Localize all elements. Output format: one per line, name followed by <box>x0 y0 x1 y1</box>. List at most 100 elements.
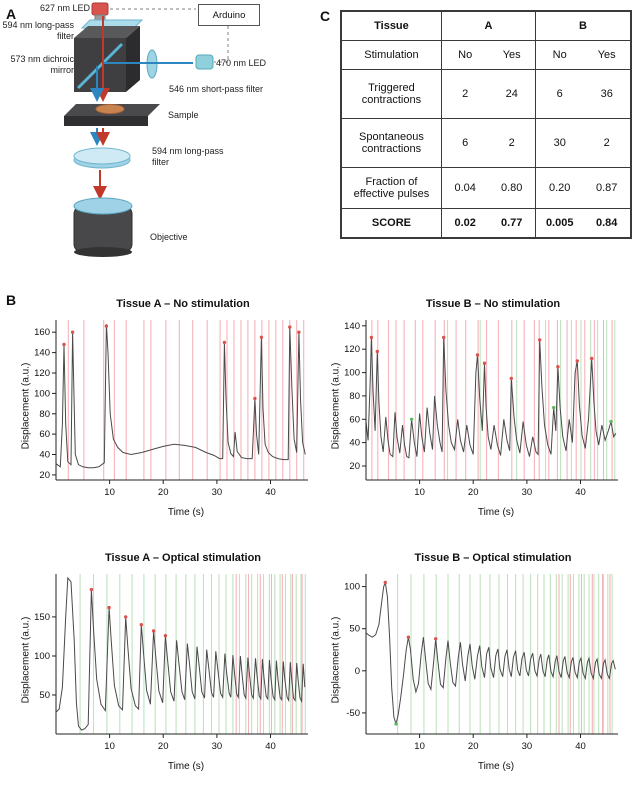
chart-tissue-b-no-stim: Tissue B – No stimulation Displacement (… <box>326 298 626 520</box>
cell: 0.84 <box>583 208 631 238</box>
chart-xlabel: Time (s) <box>167 507 205 518</box>
label-sample: Sample <box>168 110 199 120</box>
svg-text:30: 30 <box>522 741 533 752</box>
cell: 2 <box>583 118 631 168</box>
row-label: Spontaneous contractions <box>341 118 442 168</box>
row-label: SCORE <box>341 208 442 238</box>
chart-xlabel: Time (s) <box>477 761 515 772</box>
cell: 30 <box>534 118 584 168</box>
svg-text:160: 160 <box>34 327 50 338</box>
chart-ylabel: Displacement (a.u.) <box>330 362 342 450</box>
chart-title: Tissue A – Optical stimulation <box>104 552 262 564</box>
svg-text:40: 40 <box>575 487 586 498</box>
label-627-led: 627 nm LED <box>39 3 90 13</box>
svg-text:120: 120 <box>344 344 360 355</box>
sample-stage-icon <box>64 104 160 126</box>
chart-tissue-a-optical-stim: Tissue A – Optical stimulation Displacem… <box>16 552 316 774</box>
svg-text:10: 10 <box>414 487 425 498</box>
chart-title: Tissue B – Optical stimulation <box>414 552 572 564</box>
svg-text:100: 100 <box>34 388 50 399</box>
label-546-shortpass: 546 nm short-pass filter <box>168 84 264 94</box>
dichroic-mirror-icon <box>76 42 124 90</box>
svg-text:20: 20 <box>349 461 360 472</box>
svg-text:10: 10 <box>414 741 425 752</box>
svg-text:60: 60 <box>39 429 50 440</box>
filter-594-bottom-icon <box>73 147 131 169</box>
svg-text:140: 140 <box>34 348 50 359</box>
cell: 0.87 <box>583 167 631 209</box>
panel-c-label: C <box>320 8 331 24</box>
svg-text:100: 100 <box>344 582 360 593</box>
table-score-row: SCORE 0.02 0.77 0.005 0.84 <box>341 208 631 238</box>
cell: No <box>534 40 584 70</box>
svg-text:40: 40 <box>39 450 50 461</box>
table-row: Fraction of effective pulses 0.04 0.80 0… <box>341 167 631 209</box>
svg-text:80: 80 <box>39 409 50 420</box>
optical-setup-diagram <box>64 2 229 257</box>
panel-b-label: B <box>6 292 17 308</box>
cell: Yes <box>488 40 536 70</box>
header-tissue-a: A <box>440 11 536 41</box>
label-573-dichroic: 573 nm dichroic mirror <box>10 54 74 75</box>
chart-ylabel: Displacement (a.u.) <box>20 362 32 450</box>
cell: 0.005 <box>534 208 584 238</box>
cell: 2 <box>440 69 489 119</box>
led-470-icon <box>195 54 214 70</box>
svg-text:60: 60 <box>349 414 360 425</box>
cell: 6 <box>534 69 584 119</box>
chart-tissue-b-optical-stim: Tissue B – Optical stimulation Displacem… <box>326 552 626 774</box>
svg-text:140: 140 <box>344 321 360 332</box>
svg-text:20: 20 <box>468 487 479 498</box>
svg-text:100: 100 <box>344 368 360 379</box>
svg-text:10: 10 <box>104 487 115 498</box>
label-470-led: 470 nm LED <box>216 58 267 68</box>
svg-text:20: 20 <box>158 741 169 752</box>
svg-text:40: 40 <box>575 741 586 752</box>
svg-text:40: 40 <box>349 438 360 449</box>
svg-text:10: 10 <box>104 741 115 752</box>
svg-text:50: 50 <box>39 690 50 701</box>
arduino-label: Arduino <box>212 9 246 21</box>
svg-text:30: 30 <box>522 487 533 498</box>
table-row: Spontaneous contractions 6 2 30 2 <box>341 118 631 168</box>
cell: 6 <box>440 118 489 168</box>
svg-text:150: 150 <box>34 612 50 623</box>
panel-a: A Arduino 627 nm LED 594 nm long-pass fi… <box>0 0 316 292</box>
header-tissue-b: B <box>534 11 631 41</box>
svg-text:30: 30 <box>212 741 223 752</box>
table-row: Triggered contractions 2 24 6 36 <box>341 69 631 119</box>
svg-text:100: 100 <box>34 651 50 662</box>
chart-title: Tissue A – No stimulation <box>116 298 250 310</box>
row-label: Fraction of effective pulses <box>341 167 442 209</box>
row-label: Triggered contractions <box>341 69 442 119</box>
chart-ylabel: Displacement (a.u.) <box>20 616 32 704</box>
tissue-sample-icon <box>95 104 125 114</box>
panel-a-label: A <box>6 6 17 22</box>
chart-plot: -50 0 50 100 10 20 30 40 <box>344 574 618 752</box>
chart-plot: 20 40 60 80 100 120 140 10 20 30 40 <box>344 320 618 498</box>
objective-icon <box>73 197 133 257</box>
cell: 0.20 <box>534 167 584 209</box>
svg-text:40: 40 <box>265 487 276 498</box>
svg-text:-50: -50 <box>346 708 360 719</box>
cell: Yes <box>583 40 631 70</box>
svg-text:40: 40 <box>265 741 276 752</box>
table-header-row: Tissue A B <box>341 11 631 41</box>
svg-text:0: 0 <box>355 666 360 677</box>
svg-text:20: 20 <box>468 741 479 752</box>
cell: 24 <box>488 69 536 119</box>
label-594-longpass-top: 594 nm long-pass filter <box>2 20 74 41</box>
svg-text:20: 20 <box>158 487 169 498</box>
cell: 0.04 <box>440 167 489 209</box>
results-table: Tissue A B Stimulation No Yes No Yes Tri… <box>340 10 632 239</box>
svg-text:30: 30 <box>212 487 223 498</box>
arduino-box: Arduino <box>198 4 260 26</box>
filter-cube-icon <box>74 26 140 92</box>
row-label: Stimulation <box>341 40 442 70</box>
table-row: Stimulation No Yes No Yes <box>341 40 631 70</box>
chart-plot: 20 40 60 80 100 120 140 160 10 20 30 40 <box>34 320 308 498</box>
cell: 36 <box>583 69 631 119</box>
svg-text:50: 50 <box>349 624 360 635</box>
label-objective: Objective <box>150 232 188 242</box>
